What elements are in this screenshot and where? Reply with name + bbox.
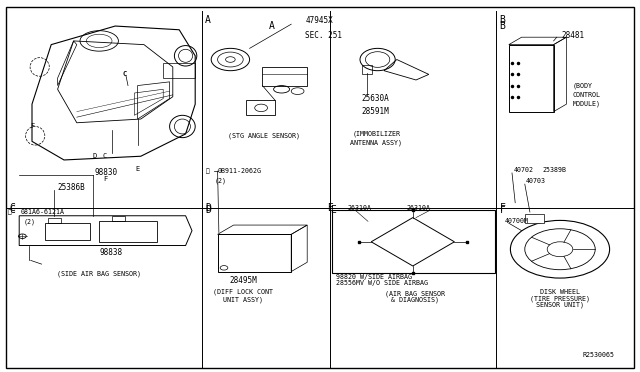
- Text: (DIFF LOCK CONT: (DIFF LOCK CONT: [213, 289, 273, 295]
- Text: E: E: [326, 203, 333, 213]
- Text: (BODY: (BODY: [573, 82, 593, 89]
- Text: B: B: [499, 16, 506, 25]
- Text: Ⓑ: Ⓑ: [8, 209, 12, 215]
- Text: 26310A: 26310A: [406, 205, 430, 211]
- Text: F: F: [499, 203, 506, 213]
- Text: A: A: [205, 16, 211, 25]
- Text: 25630A: 25630A: [362, 94, 389, 103]
- Text: R2530065: R2530065: [582, 352, 614, 358]
- Bar: [45, 223, 90, 240]
- Bar: [163, 63, 195, 78]
- Text: UNIT ASSY): UNIT ASSY): [223, 296, 263, 303]
- Text: 28481: 28481: [562, 31, 585, 40]
- Text: D: D: [93, 153, 97, 159]
- Text: Ⓑ: Ⓑ: [206, 168, 210, 174]
- Bar: [48, 218, 61, 223]
- Text: 40703: 40703: [526, 178, 546, 184]
- Text: C: C: [102, 153, 106, 159]
- Text: E: E: [136, 166, 140, 172]
- Text: 98820 W/SIDE AIRBAG: 98820 W/SIDE AIRBAG: [336, 274, 412, 280]
- Bar: [218, 234, 291, 272]
- Text: 47945X: 47945X: [306, 16, 334, 25]
- Text: D: D: [205, 203, 211, 213]
- Text: DISK WHEEL: DISK WHEEL: [540, 289, 580, 295]
- Text: F: F: [499, 205, 506, 215]
- Text: 0B911-2062G: 0B911-2062G: [218, 168, 262, 174]
- Text: 40702: 40702: [513, 167, 533, 173]
- Bar: [525, 214, 544, 223]
- Text: ANTENNA ASSY): ANTENNA ASSY): [350, 140, 403, 147]
- Text: A: A: [269, 21, 275, 31]
- Text: SENSOR UNIT): SENSOR UNIT): [536, 301, 584, 308]
- Text: SEC. 251: SEC. 251: [305, 31, 342, 40]
- Bar: [112, 216, 125, 221]
- Text: 25386B: 25386B: [58, 183, 85, 192]
- Text: MODULE): MODULE): [573, 101, 601, 108]
- Text: (AIR BAG SENSOR: (AIR BAG SENSOR: [385, 291, 445, 297]
- Text: (TIRE PRESSURE): (TIRE PRESSURE): [530, 295, 590, 302]
- Text: 98830: 98830: [95, 169, 118, 177]
- Text: (2): (2): [24, 218, 36, 225]
- Text: CONTROL: CONTROL: [573, 92, 601, 98]
- Text: 26310A: 26310A: [348, 205, 372, 211]
- Text: C: C: [123, 71, 127, 77]
- Bar: [262, 67, 307, 86]
- Text: C: C: [10, 205, 16, 215]
- Text: 28591M: 28591M: [362, 107, 389, 116]
- Text: 40700M: 40700M: [504, 218, 529, 224]
- Bar: [509, 45, 554, 112]
- Text: F: F: [104, 176, 108, 182]
- Text: D: D: [205, 205, 211, 215]
- Text: 98838: 98838: [99, 248, 122, 257]
- Text: 28556MV W/O SIDE AIRBAG: 28556MV W/O SIDE AIRBAG: [336, 280, 428, 286]
- Bar: [246, 100, 275, 115]
- Text: E: E: [330, 205, 336, 215]
- Text: 25389B: 25389B: [543, 167, 567, 173]
- Bar: [362, 65, 372, 74]
- Text: B: B: [499, 21, 506, 31]
- Text: 081A6-6121A: 081A6-6121A: [20, 209, 65, 215]
- Text: (IMMOBILIZER: (IMMOBILIZER: [352, 131, 401, 137]
- Text: C: C: [10, 203, 16, 213]
- Bar: [332, 210, 495, 273]
- Text: (SIDE AIR BAG SENSOR): (SIDE AIR BAG SENSOR): [57, 270, 141, 277]
- Text: (STG ANGLE SENSOR): (STG ANGLE SENSOR): [228, 132, 300, 139]
- Text: (2): (2): [215, 177, 227, 184]
- Bar: [99, 221, 157, 242]
- Text: F: F: [30, 124, 34, 129]
- Text: & DIAGNOSIS): & DIAGNOSIS): [390, 297, 439, 304]
- Text: 28495M: 28495M: [229, 276, 257, 285]
